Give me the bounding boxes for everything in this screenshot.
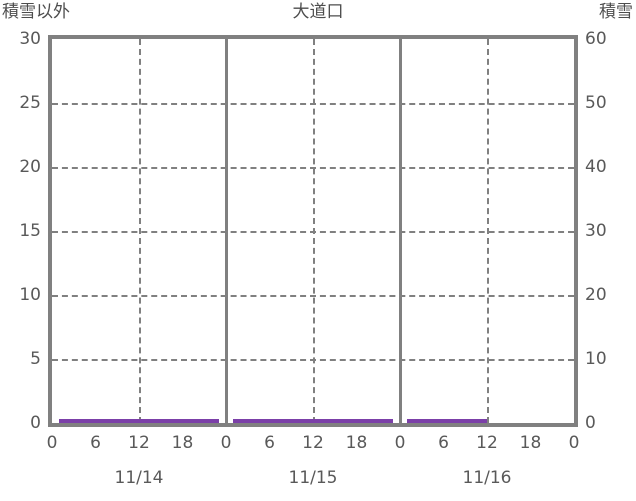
x-axis-hour-label: 0	[220, 433, 232, 453]
x-axis-day-label: 11/16	[462, 468, 512, 488]
chart-title: 大道口	[292, 2, 344, 22]
right-axis-tick-label: 40	[585, 157, 607, 177]
series-line-snow	[407, 419, 487, 423]
right-axis-tick-labels: 0 10 20 30 40 50 60	[585, 0, 636, 501]
left-axis-title: 積雪以外	[2, 2, 70, 22]
plot-area	[48, 35, 578, 427]
day-boundary-line	[224, 39, 228, 423]
midday-gridline	[313, 39, 315, 423]
left-axis-tick-label: 10	[19, 285, 41, 305]
x-axis-hour-label: 0	[568, 433, 580, 453]
x-axis-hour-label: 0	[46, 433, 58, 453]
midday-gridline	[487, 39, 489, 423]
midday-gridline	[139, 39, 141, 423]
right-axis-tick-label: 50	[585, 93, 607, 113]
series-line-snow	[59, 419, 219, 423]
day-boundary-line	[398, 39, 402, 423]
x-axis-hour-label: 0	[394, 433, 406, 453]
x-axis-day-label: 11/15	[288, 468, 338, 488]
left-axis-tick-label: 20	[19, 157, 41, 177]
right-axis-tick-label: 10	[585, 349, 607, 369]
left-axis-tick-labels: 0 5 10 15 20 25 30	[0, 0, 41, 501]
left-axis-tick-label: 30	[19, 29, 41, 49]
x-axis-hour-label: 18	[345, 433, 368, 453]
plot-inner	[52, 39, 574, 423]
x-axis-hour-label: 6	[264, 433, 275, 453]
x-axis-hour-label: 18	[171, 433, 194, 453]
x-axis-hour-label: 6	[90, 433, 101, 453]
right-axis-tick-label: 60	[585, 29, 607, 49]
x-axis-day-label: 11/14	[114, 468, 164, 488]
x-axis-hour-label: 12	[302, 433, 324, 453]
x-axis-hour-label: 6	[438, 433, 449, 453]
series-line-snow	[233, 419, 393, 423]
x-axis-hour-label: 12	[476, 433, 498, 453]
right-axis-tick-label: 20	[585, 285, 607, 305]
left-axis-tick-label: 15	[19, 221, 41, 241]
right-axis-title: 積雪	[599, 2, 633, 22]
left-axis-tick-label: 5	[30, 349, 41, 369]
right-axis-tick-label: 30	[585, 221, 607, 241]
left-axis-tick-label: 0	[30, 413, 41, 433]
left-axis-tick-label: 25	[19, 93, 41, 113]
x-axis-hour-label: 12	[128, 433, 150, 453]
right-axis-tick-label: 0	[585, 413, 596, 433]
x-axis-hour-label: 18	[519, 433, 542, 453]
